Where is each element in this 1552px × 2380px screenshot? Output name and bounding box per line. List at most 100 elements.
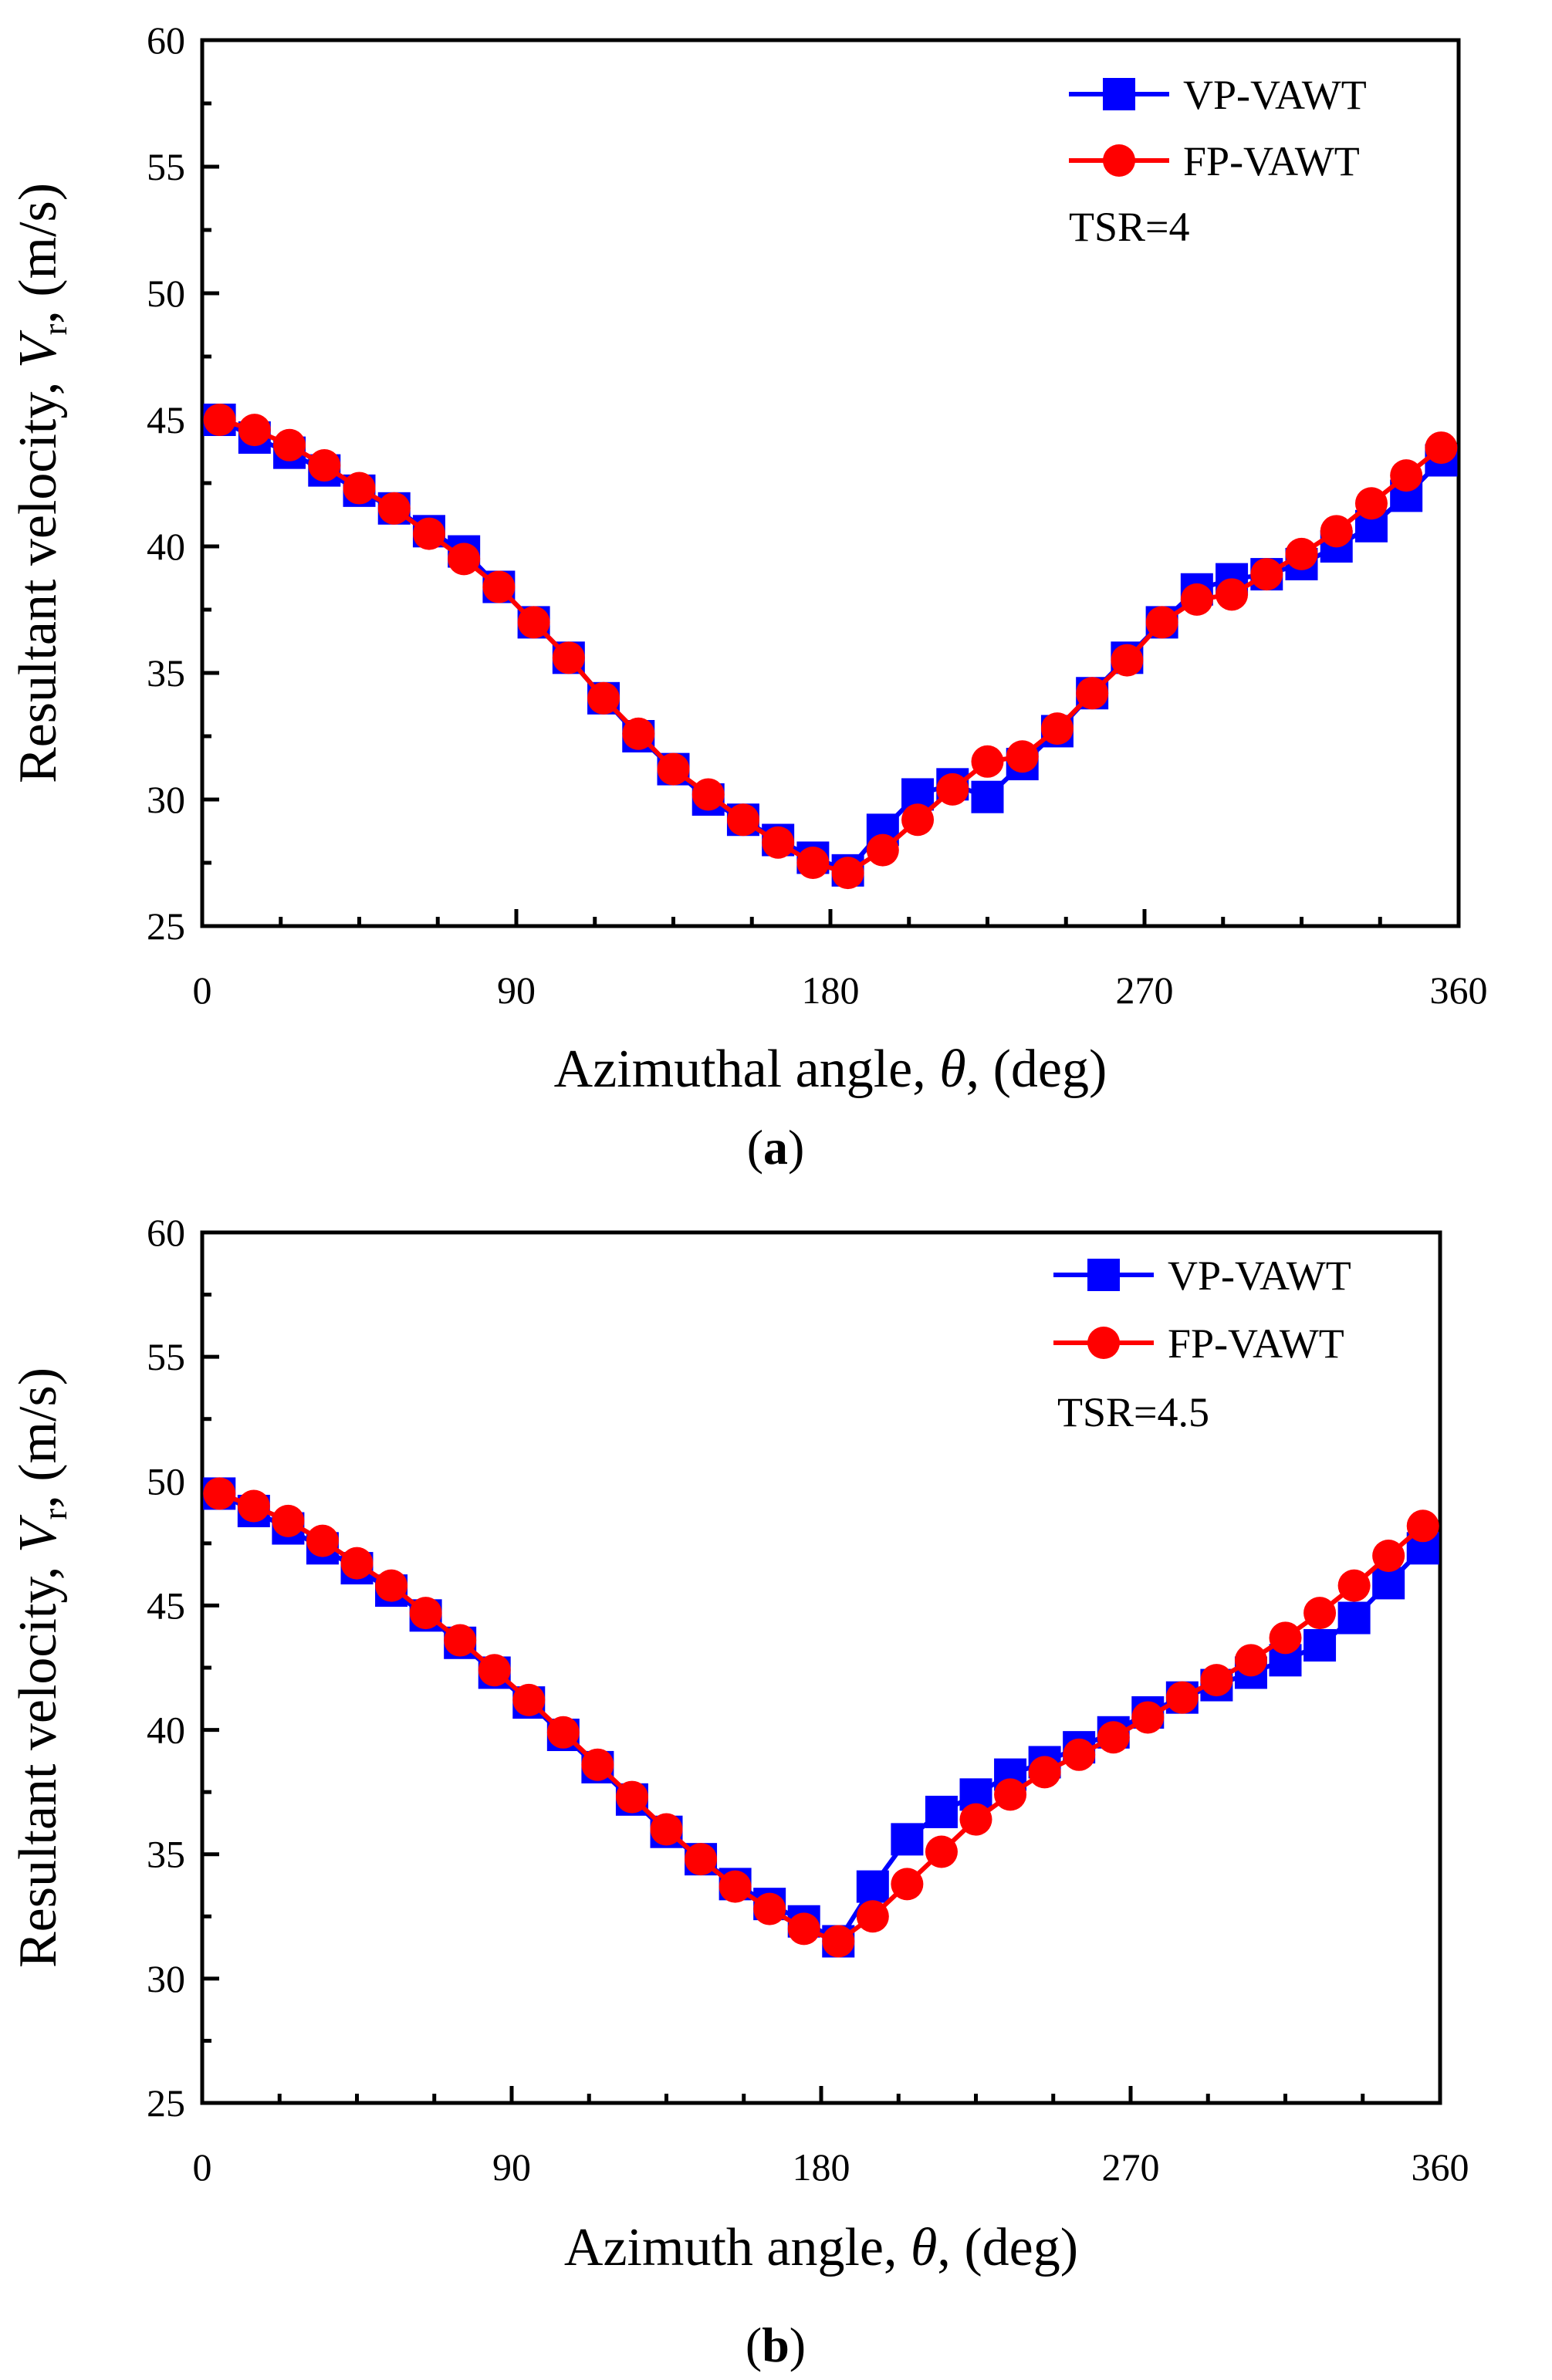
- x-tick-label: 0: [193, 969, 212, 1012]
- data-point-circle: [1029, 1756, 1061, 1788]
- y-tick-label: 50: [147, 1459, 185, 1503]
- data-point-circle: [936, 773, 969, 806]
- data-point-circle: [651, 1813, 683, 1845]
- chart-panel-b: 25 30 35 40 45 50 55 60 0 90 180 270 360 VP-VAWT FP-VA…: [8, 1211, 1469, 2277]
- caption-a: (a): [747, 1120, 805, 1175]
- data-point-circle: [1181, 583, 1213, 616]
- data-point-circle: [203, 1477, 235, 1509]
- x-tick-label: 90: [497, 969, 536, 1012]
- legend-marker-square: [1103, 78, 1135, 110]
- x-tick-label: 270: [1102, 2145, 1160, 2189]
- x-axis-title: Azimuth angle, θ, (deg): [564, 2218, 1078, 2277]
- y-tick-label: 60: [147, 19, 185, 62]
- data-point-circle: [1131, 1701, 1164, 1733]
- data-point-circle: [308, 449, 340, 482]
- y-tick-label: 50: [147, 272, 185, 315]
- data-point-circle: [1216, 578, 1248, 610]
- x-tick-label: 180: [793, 2145, 850, 2189]
- data-point-square: [972, 781, 1004, 813]
- y-tick-label: 25: [147, 904, 185, 948]
- data-point-circle: [204, 404, 236, 436]
- x-tick-label: 180: [802, 969, 860, 1012]
- x-tick-label: 360: [1412, 2145, 1469, 2189]
- x-axis-title: Azimuthal angle, θ, (deg): [554, 1040, 1107, 1099]
- x-tick-label: 270: [1116, 969, 1174, 1012]
- data-point-circle: [1303, 1597, 1336, 1629]
- data-point-circle: [1407, 1509, 1439, 1542]
- tsr-annotation: TSR=4.5: [1057, 1389, 1209, 1435]
- data-point-circle: [1425, 431, 1457, 464]
- data-point-circle: [753, 1893, 786, 1925]
- y-tick-label: 30: [147, 778, 185, 821]
- data-point-circle: [1200, 1664, 1232, 1696]
- data-point-circle: [1355, 487, 1388, 519]
- data-point-circle: [378, 492, 411, 525]
- data-point-circle: [972, 745, 1004, 778]
- y-tick-label: 25: [147, 2081, 185, 2125]
- data-point-circle: [658, 753, 690, 786]
- data-point-circle: [1270, 1621, 1302, 1654]
- x-tick-label: 360: [1430, 969, 1488, 1012]
- data-point-circle: [1041, 712, 1074, 745]
- legend-marker-circle: [1087, 1327, 1120, 1359]
- tsr-annotation: TSR=4: [1069, 204, 1190, 250]
- y-tick-label: 35: [147, 651, 185, 695]
- y-axis-title: Resultant velocity, Vr, (m/s): [8, 183, 74, 783]
- data-point-circle: [375, 1570, 407, 1602]
- data-point-circle: [822, 1925, 854, 1958]
- y-tick-label: 45: [147, 398, 185, 441]
- data-point-circle: [692, 778, 725, 810]
- data-point-circle: [273, 429, 306, 461]
- data-point-circle: [796, 847, 829, 879]
- data-point-circle: [925, 1835, 958, 1868]
- series-line-fp-vawt: [220, 420, 1442, 873]
- data-point-circle: [867, 834, 899, 867]
- data-point-circle: [1338, 1570, 1371, 1602]
- data-point-square: [1338, 1602, 1371, 1635]
- data-point-circle: [1320, 515, 1353, 547]
- legend-label: VP-VAWT: [1168, 1253, 1351, 1299]
- data-point-circle: [238, 1490, 270, 1523]
- data-point-circle: [832, 857, 864, 889]
- data-point-circle: [994, 1778, 1026, 1810]
- chart-panel-a: 25 30 35 40 45 50 55 60 0 90 180 270 360 VP-VAWT FP-VA…: [8, 19, 1488, 1099]
- y-tick-label: 40: [147, 525, 185, 568]
- data-point-circle: [1097, 1721, 1130, 1753]
- y-tick-label: 55: [147, 1335, 185, 1378]
- legend-label: FP-VAWT: [1168, 1320, 1344, 1367]
- data-point-circle: [478, 1654, 511, 1686]
- data-point-circle: [1063, 1739, 1095, 1771]
- data-point-square: [857, 1871, 889, 1903]
- data-point-circle: [857, 1900, 889, 1932]
- data-point-circle: [1146, 606, 1178, 638]
- data-point-circle: [891, 1868, 923, 1900]
- y-tick-label: 35: [147, 1833, 185, 1876]
- y-tick-label: 45: [147, 1584, 185, 1627]
- data-point-circle: [448, 543, 480, 575]
- data-point-circle: [482, 570, 515, 603]
- data-point-circle: [960, 1804, 992, 1836]
- data-point-circle: [1235, 1644, 1267, 1676]
- data-point-circle: [727, 803, 759, 836]
- data-point-circle: [1111, 644, 1143, 677]
- data-point-circle: [343, 472, 376, 505]
- data-point-circle: [762, 827, 794, 859]
- data-point-circle: [616, 1781, 648, 1814]
- data-point-square: [925, 1796, 958, 1828]
- data-point-circle: [444, 1624, 476, 1657]
- y-tick-label: 40: [147, 1709, 185, 1752]
- data-point-circle: [306, 1525, 339, 1557]
- data-point-circle: [272, 1505, 304, 1537]
- data-point-circle: [788, 1912, 820, 1945]
- data-point-circle: [1006, 740, 1039, 772]
- data-point-circle: [1286, 538, 1318, 570]
- data-point-circle: [719, 1871, 752, 1903]
- legend-marker-square: [1087, 1259, 1120, 1291]
- data-point-circle: [587, 682, 620, 715]
- data-point-square: [1303, 1629, 1336, 1662]
- data-point-circle: [901, 803, 934, 836]
- data-point-circle: [581, 1749, 614, 1781]
- data-point-circle: [512, 1684, 545, 1716]
- data-point-circle: [1372, 1540, 1405, 1572]
- data-point-circle: [1166, 1682, 1199, 1714]
